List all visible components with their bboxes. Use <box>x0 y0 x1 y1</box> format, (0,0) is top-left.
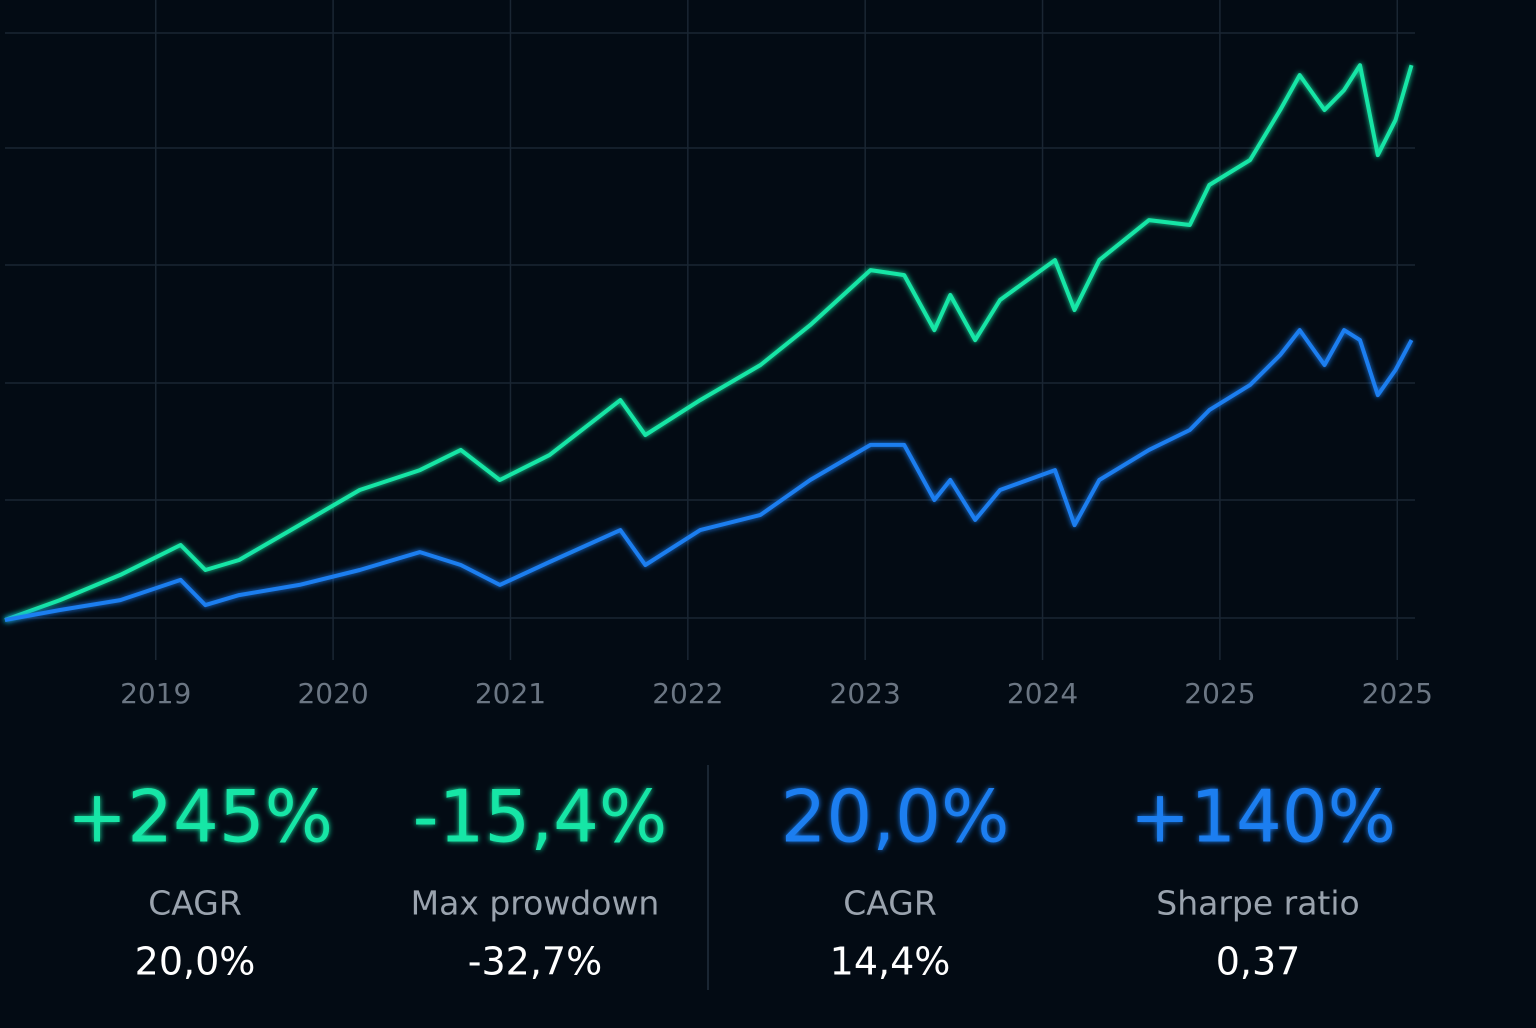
x-tick-label: 2021 <box>475 677 546 710</box>
stat-sub: 0,37 <box>1216 940 1301 984</box>
stat-label: CAGR <box>843 884 937 923</box>
horizontal-grid <box>5 32 1415 619</box>
series-line <box>4 328 1414 622</box>
stat-sub: 14,4% <box>830 940 951 984</box>
x-tick-label: 2022 <box>652 677 723 710</box>
stat-label: CAGR <box>148 884 242 923</box>
x-tick-label: 2020 <box>297 677 368 710</box>
stat-value: -15,4% <box>413 775 668 859</box>
x-tick-label: 2025 <box>1362 677 1433 710</box>
series-line <box>4 63 1414 622</box>
stat-label: Sharpe ratio <box>1156 884 1359 923</box>
x-tick-label: 2025 <box>1184 677 1255 710</box>
x-tick-label: 2024 <box>1007 677 1078 710</box>
x-tick-label: 2023 <box>830 677 901 710</box>
x-tick-label: 2019 <box>120 677 191 710</box>
stat-value: +245% <box>67 775 333 859</box>
stat-label: Max prowdown <box>411 884 660 923</box>
stat-value: 20,0% <box>781 775 1010 859</box>
stat-sub: 20,0% <box>135 940 256 984</box>
stat-sub: -32,7% <box>468 940 602 984</box>
stat-value: +140% <box>1130 775 1396 859</box>
